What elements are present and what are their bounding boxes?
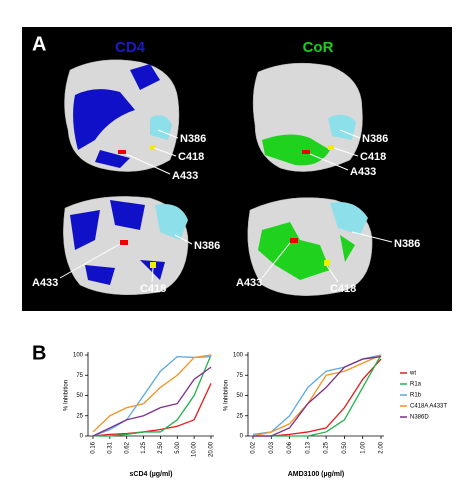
- x-tick-label: 0.50: [342, 441, 348, 453]
- x-tick-label: 0.03: [269, 441, 275, 453]
- residue-label: A433: [32, 277, 58, 289]
- series-line: [253, 358, 382, 437]
- legend-label: R1a: [410, 382, 422, 388]
- annotations: N386 C418 A433 N386 C418 A433 N386 A433 …: [32, 133, 420, 295]
- x-axis-label: sCD4 (µg/ml): [130, 471, 173, 478]
- series-line: [92, 355, 212, 437]
- legend-label: R1b: [410, 393, 422, 399]
- x-tick-label: 0.02: [251, 441, 257, 453]
- residue-label: N386: [194, 240, 220, 252]
- y-tick-label: 0: [80, 434, 84, 440]
- y-axis-label: % Inhibition: [224, 380, 230, 411]
- y-tick-label: 50: [76, 393, 83, 399]
- residue-label: A433: [236, 277, 262, 289]
- series-line: [92, 354, 212, 433]
- x-tick-label: 1.25: [141, 441, 147, 453]
- leader-lines: [59, 129, 393, 283]
- panel-title: CoR: [303, 39, 334, 56]
- series-line: [92, 383, 212, 437]
- y-tick-label: 75: [236, 373, 243, 379]
- residue-label: C418: [360, 151, 386, 163]
- x-tick-label: 2.00: [379, 441, 385, 453]
- x-tick-label: 10.00: [192, 441, 198, 457]
- panel-label: B: [32, 342, 46, 364]
- y-tick-label: 25: [236, 413, 243, 419]
- series-line: [253, 354, 382, 437]
- x-tick-label: 0.06: [287, 441, 293, 453]
- series-line: [92, 366, 212, 437]
- residue-label: C418: [140, 283, 166, 295]
- legend-label: N386D: [410, 415, 429, 421]
- residue-label: C418: [330, 283, 356, 295]
- x-tick-label: 0.13: [305, 441, 311, 453]
- x-tick-label: 0.16: [91, 441, 97, 453]
- protein-surface: [63, 59, 373, 296]
- y-tick-label: 0: [240, 434, 244, 440]
- x-tick-label: 2.50: [158, 441, 164, 453]
- series-line: [93, 354, 212, 437]
- residue-label: C418: [178, 151, 204, 163]
- panel-title: CD4: [115, 39, 146, 56]
- y-tick-label: 50: [236, 393, 243, 399]
- legend-label: C418A A433T: [410, 404, 447, 410]
- residue-label: A433: [172, 170, 198, 182]
- y-tick-label: 25: [76, 413, 83, 419]
- x-tick-label: 0.25: [324, 441, 330, 453]
- y-axis-label: % Inhibition: [64, 380, 70, 411]
- x-axis-label: AMD3100 (µg/ml): [288, 471, 345, 478]
- residue-label: A433: [350, 166, 376, 178]
- series-line: [253, 355, 382, 437]
- residue-label: N386: [362, 133, 388, 145]
- x-tick-label: 0.31: [107, 441, 113, 453]
- x-tick-label: 20.00: [209, 441, 215, 457]
- x-tick-label: 5.00: [175, 441, 181, 453]
- y-tick-label: 100: [233, 353, 244, 359]
- series-line: [252, 354, 382, 437]
- panel-label: A: [32, 33, 46, 55]
- x-tick-label: 0.62: [124, 441, 130, 453]
- residue-label: N386: [394, 238, 420, 250]
- y-tick-label: 100: [73, 353, 84, 359]
- y-tick-label: 75: [76, 373, 83, 379]
- legend-label: wt: [409, 371, 416, 377]
- residue-label: N386: [180, 133, 206, 145]
- x-tick-label: 1.00: [360, 441, 366, 453]
